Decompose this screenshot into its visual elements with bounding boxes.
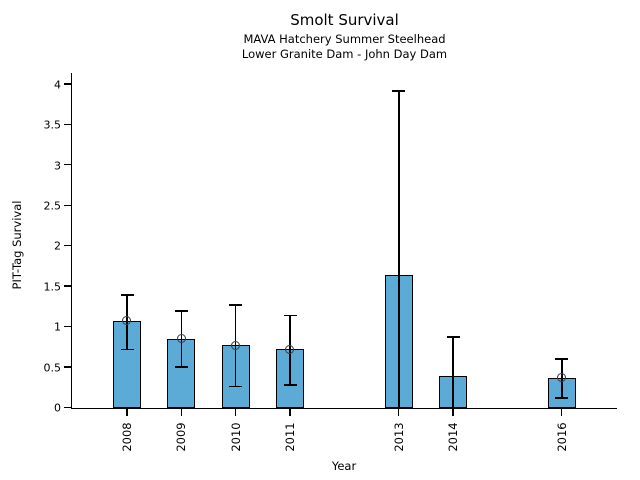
x-tick-2009 bbox=[180, 409, 183, 416]
errorbar-cap-bottom-2008 bbox=[120, 348, 134, 350]
x-tick-label-2010: 2010 bbox=[228, 422, 243, 452]
y-tick-label-2.5: 2.5 bbox=[43, 199, 62, 213]
x-tick-2008 bbox=[126, 409, 128, 416]
x-tick-2016 bbox=[561, 409, 563, 416]
point-marker-2016 bbox=[557, 372, 567, 382]
errorbar-2013 bbox=[398, 91, 400, 408]
y-tick-1.5 bbox=[63, 285, 71, 287]
chart-subtitle-hatchery: MAVA Hatchery Summer Steelhead bbox=[243, 32, 446, 46]
y-tick-2.5 bbox=[63, 204, 71, 206]
x-tick-2013 bbox=[398, 409, 400, 416]
errorbar-cap-top-2014 bbox=[446, 336, 460, 338]
bar-2009 bbox=[167, 338, 196, 409]
errorbar-cap-top-2010 bbox=[229, 304, 243, 306]
x-tick-2010 bbox=[235, 409, 237, 416]
errorbar-2014 bbox=[452, 337, 454, 408]
y-tick-label-2: 2 bbox=[54, 239, 61, 253]
point-marker-2010 bbox=[231, 340, 240, 350]
y-tick-0 bbox=[63, 406, 71, 409]
y-tick-1 bbox=[63, 325, 71, 328]
x-tick-label-2011: 2011 bbox=[283, 422, 298, 452]
x-tick-label-2008: 2008 bbox=[120, 422, 134, 452]
y-axis-label: PIT-Tag Survival bbox=[10, 200, 24, 290]
point-marker-2008 bbox=[122, 316, 132, 326]
x-axis-label: Year bbox=[331, 459, 357, 473]
y-tick-label-3: 3 bbox=[54, 159, 61, 172]
y-tick-4 bbox=[63, 83, 71, 85]
errorbar-cap-top-2011 bbox=[283, 314, 297, 317]
errorbar-cap-bottom-2013 bbox=[392, 406, 406, 409]
x-axis-spine bbox=[70, 407, 617, 409]
errorbar-cap-bottom-2014 bbox=[446, 406, 460, 409]
y-tick-2 bbox=[63, 245, 71, 247]
errorbar-cap-top-2008 bbox=[120, 294, 134, 296]
y-axis-spine bbox=[70, 73, 72, 409]
y-tick-label-0: 0 bbox=[54, 401, 61, 415]
x-tick-2014 bbox=[452, 409, 454, 416]
y-tick-label-1.5: 1.5 bbox=[43, 280, 62, 294]
y-tick-0.5 bbox=[63, 366, 71, 368]
y-tick-label-1: 1 bbox=[54, 320, 61, 334]
x-tick-label-2016: 2016 bbox=[554, 422, 569, 452]
errorbar-cap-bottom-2010 bbox=[229, 385, 243, 388]
errorbar-cap-top-2013 bbox=[392, 90, 406, 92]
y-tick-label-4: 4 bbox=[54, 78, 61, 92]
point-marker-2009 bbox=[176, 334, 186, 344]
x-tick-2011 bbox=[289, 409, 291, 416]
y-tick-label-0.5: 0.5 bbox=[43, 361, 62, 375]
point-marker-2011 bbox=[285, 344, 295, 354]
x-tick-label-2014: 2014 bbox=[446, 422, 461, 452]
errorbar-cap-top-2009 bbox=[174, 310, 188, 312]
chart-subtitle-reach: Lower Granite Dam - John Day Dam bbox=[241, 47, 448, 61]
errorbar-cap-bottom-2011 bbox=[283, 384, 297, 386]
errorbar-cap-bottom-2016 bbox=[555, 397, 569, 399]
chart-title: Smolt Survival bbox=[290, 11, 399, 29]
y-tick-3 bbox=[63, 164, 71, 166]
y-tick-3.5 bbox=[63, 123, 71, 126]
errorbar-cap-bottom-2009 bbox=[174, 366, 188, 368]
x-tick-label-2009: 2009 bbox=[174, 422, 189, 452]
x-tick-label-2013: 2013 bbox=[391, 422, 406, 452]
errorbar-cap-top-2016 bbox=[555, 358, 569, 360]
y-tick-label-3.5: 3.5 bbox=[43, 118, 62, 132]
